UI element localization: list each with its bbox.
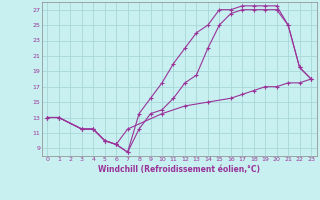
X-axis label: Windchill (Refroidissement éolien,°C): Windchill (Refroidissement éolien,°C) — [98, 165, 260, 174]
